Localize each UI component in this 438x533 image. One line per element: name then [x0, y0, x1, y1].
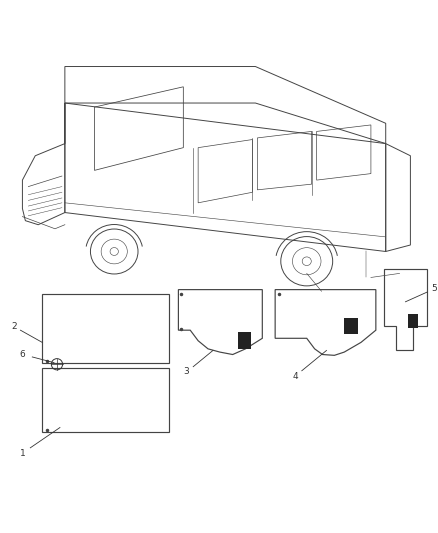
- Text: 4: 4: [292, 372, 298, 381]
- Text: 3: 3: [184, 367, 189, 376]
- Text: 2: 2: [12, 321, 18, 330]
- Text: 5: 5: [431, 284, 437, 293]
- Bar: [344, 318, 358, 334]
- Text: 1: 1: [20, 449, 25, 458]
- Bar: [238, 332, 251, 349]
- Text: 6: 6: [20, 350, 25, 359]
- Bar: [408, 314, 418, 328]
